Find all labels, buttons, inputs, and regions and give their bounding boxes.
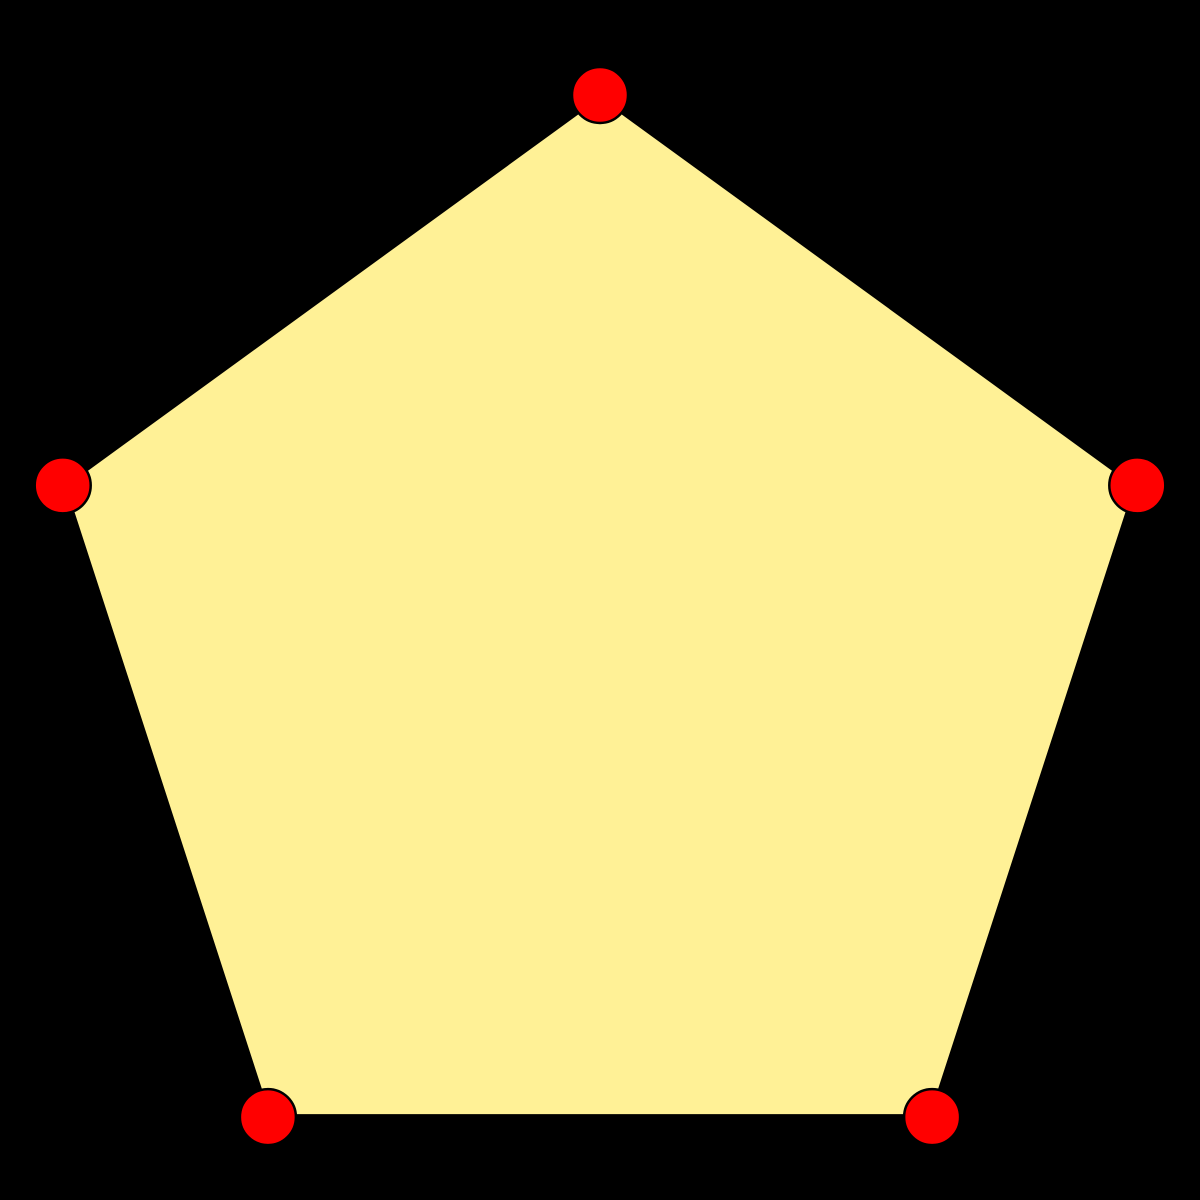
- vertex-lower-left: [238, 1087, 298, 1147]
- vertex-lower-right: [902, 1087, 962, 1147]
- pentagon-face: [59, 92, 1141, 1121]
- vertex-group: [33, 65, 1167, 1147]
- vertex-upper-right: [1108, 456, 1167, 515]
- vertex-top: [570, 65, 630, 125]
- vertex-upper-left: [33, 456, 92, 515]
